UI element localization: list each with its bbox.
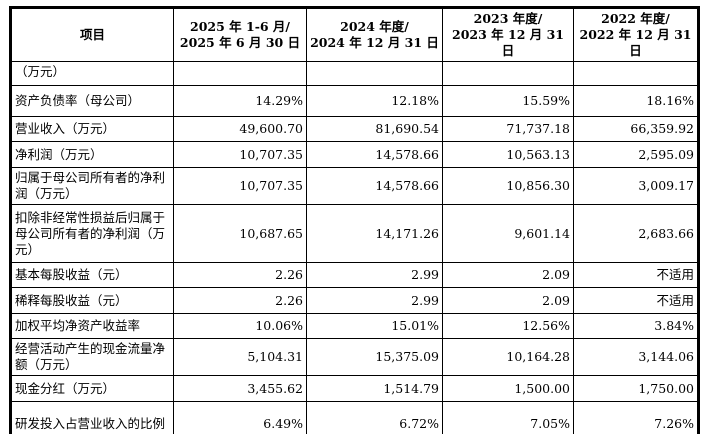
- header-period-line1: 2025 年 1-6 月/: [190, 19, 290, 34]
- financial-summary-table: 项目 2025 年 1-6 月/ 2025 年 6 月 30 日 2024 年度…: [9, 6, 700, 434]
- cell-value: 7.26%: [573, 401, 699, 434]
- header-period-line1: 2023 年度/: [473, 11, 543, 26]
- cell-value: 2.26: [173, 262, 307, 288]
- row-label: 净利润（万元）: [10, 141, 174, 168]
- header-period-2022: 2022 年度/ 2022 年 12 月 31 日: [573, 7, 699, 62]
- row-diluted-eps: 稀释每股收益（元） 2.26 2.99 2.09 不适用: [10, 287, 699, 314]
- row-rd-expense-ratio: 研发投入占营业收入的比例 6.49% 6.72% 7.05% 7.26%: [10, 401, 699, 434]
- cell-value: 14,578.66: [306, 141, 443, 168]
- cell-value: 2,683.66: [573, 204, 699, 263]
- row-label: 加权平均净资产收益率: [10, 313, 174, 339]
- header-period-line2: 2023 年 12 月 31 日: [452, 27, 564, 58]
- cell-value: 7.05%: [442, 401, 574, 434]
- header-period-line2: 2025 年 6 月 30 日: [179, 35, 301, 50]
- row-label: 营业收入（万元）: [10, 116, 174, 142]
- cell-value: 10,856.30: [442, 167, 574, 205]
- row-label: 归属于母公司所有者的净利润（万元）: [10, 167, 174, 205]
- cell-value: 5,104.31: [173, 338, 307, 376]
- row-label: 现金分红（万元）: [10, 375, 174, 402]
- cell-value: 6.49%: [173, 401, 307, 434]
- row-label: 经营活动产生的现金流量净额（万元）: [10, 338, 174, 376]
- header-period-2025: 2025 年 1-6 月/ 2025 年 6 月 30 日: [173, 7, 307, 62]
- header-row: 项目 2025 年 1-6 月/ 2025 年 6 月 30 日 2024 年度…: [10, 7, 699, 62]
- row-unit-note: （万元）: [10, 61, 699, 86]
- cell-value: 2.26: [173, 287, 307, 314]
- cell-value: 2.09: [442, 287, 574, 314]
- row-deducted-net-profit: 扣除非经常性损益后归属于母公司所有者的净利润（万元） 10,687.65 14,…: [10, 204, 699, 263]
- cell-value: 6.72%: [306, 401, 443, 434]
- cell-value: 3,455.62: [173, 375, 307, 402]
- row-cash-dividend: 现金分红（万元） 3,455.62 1,514.79 1,500.00 1,75…: [10, 375, 699, 402]
- row-net-profit-to-parent: 归属于母公司所有者的净利润（万元） 10,707.35 14,578.66 10…: [10, 167, 699, 205]
- cell-value: 15.01%: [306, 313, 443, 339]
- header-item-column: 项目: [10, 7, 174, 62]
- cell-value: 2.99: [306, 287, 443, 314]
- cell-value: 9,601.14: [442, 204, 574, 263]
- cell-value: 3,009.17: [573, 167, 699, 205]
- row-label: 资产负债率（母公司）: [10, 85, 174, 117]
- row-debt-ratio: 资产负债率（母公司） 14.29% 12.18% 15.59% 18.16%: [10, 85, 699, 117]
- cell-value: 14,171.26: [306, 204, 443, 263]
- cell-value: [173, 61, 307, 86]
- row-net-profit: 净利润（万元） 10,707.35 14,578.66 10,563.13 2,…: [10, 141, 699, 168]
- cell-value: 49,600.70: [173, 116, 307, 142]
- row-basic-eps: 基本每股收益（元） 2.26 2.99 2.09 不适用: [10, 262, 699, 288]
- cell-value: 10,707.35: [173, 141, 307, 168]
- row-revenue: 营业收入（万元） 49,600.70 81,690.54 71,737.18 6…: [10, 116, 699, 142]
- header-period-line1: 2024 年度/: [340, 19, 409, 34]
- cell-value: 10,707.35: [173, 167, 307, 205]
- cell-value: [306, 61, 443, 86]
- cell-value: 不适用: [573, 262, 699, 288]
- row-weighted-avg-roe: 加权平均净资产收益率 10.06% 15.01% 12.56% 3.84%: [10, 313, 699, 339]
- cell-value: 2.09: [442, 262, 574, 288]
- cell-value: 14.29%: [173, 85, 307, 117]
- cell-value: 15.59%: [442, 85, 574, 117]
- cell-value: 10,164.28: [442, 338, 574, 376]
- cell-value: 1,500.00: [442, 375, 574, 402]
- cell-value: 2.99: [306, 262, 443, 288]
- header-period-line2: 2022 年 12 月 31 日: [579, 27, 692, 58]
- row-label: （万元）: [10, 61, 174, 86]
- row-label: 稀释每股收益（元）: [10, 287, 174, 314]
- header-period-2024: 2024 年度/ 2024 年 12 月 31 日: [306, 7, 443, 62]
- row-label: 研发投入占营业收入的比例: [10, 401, 174, 434]
- cell-value: 81,690.54: [306, 116, 443, 142]
- row-operating-cash-flow: 经营活动产生的现金流量净额（万元） 5,104.31 15,375.09 10,…: [10, 338, 699, 376]
- header-period-line2: 2024 年 12 月 31 日: [310, 35, 439, 50]
- row-label: 基本每股收益（元）: [10, 262, 174, 288]
- cell-value: 10.06%: [173, 313, 307, 339]
- cell-value: 不适用: [573, 287, 699, 314]
- cell-value: 66,359.92: [573, 116, 699, 142]
- cell-value: 10,563.13: [442, 141, 574, 168]
- cell-value: [442, 61, 574, 86]
- cell-value: 14,578.66: [306, 167, 443, 205]
- cell-value: 12.18%: [306, 85, 443, 117]
- cell-value: 1,750.00: [573, 375, 699, 402]
- header-period-2023: 2023 年度/ 2023 年 12 月 31 日: [442, 7, 574, 62]
- cell-value: 12.56%: [442, 313, 574, 339]
- cell-value: 3.84%: [573, 313, 699, 339]
- cell-value: 10,687.65: [173, 204, 307, 263]
- cell-value: [573, 61, 699, 86]
- cell-value: 15,375.09: [306, 338, 443, 376]
- cell-value: 1,514.79: [306, 375, 443, 402]
- row-label: 扣除非经常性损益后归属于母公司所有者的净利润（万元）: [10, 204, 174, 263]
- header-item-label: 项目: [79, 27, 105, 42]
- cell-value: 3,144.06: [573, 338, 699, 376]
- cell-value: 2,595.09: [573, 141, 699, 168]
- header-period-line1: 2022 年度/: [601, 11, 670, 26]
- cell-value: 71,737.18: [442, 116, 574, 142]
- cell-value: 18.16%: [573, 85, 699, 117]
